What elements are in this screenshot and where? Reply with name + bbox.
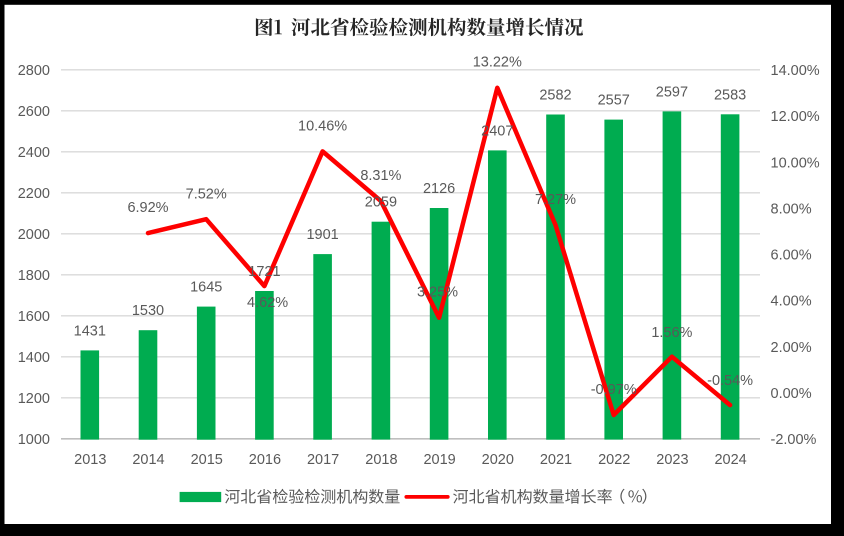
svg-text:2582: 2582 — [539, 88, 571, 104]
svg-text:1721: 1721 — [248, 264, 280, 280]
svg-text:4.62%: 4.62% — [247, 295, 288, 311]
svg-text:2022: 2022 — [598, 452, 630, 468]
svg-text:8.31%: 8.31% — [360, 168, 401, 184]
svg-text:2557: 2557 — [598, 93, 630, 109]
svg-text:1600: 1600 — [18, 309, 50, 325]
svg-text:1000: 1000 — [18, 432, 50, 448]
svg-text:2020: 2020 — [482, 452, 514, 468]
svg-text:4.00%: 4.00% — [771, 294, 812, 310]
svg-text:2021: 2021 — [540, 452, 572, 468]
svg-text:1901: 1901 — [306, 227, 338, 243]
svg-text:2023: 2023 — [656, 452, 688, 468]
svg-text:-0.97%: -0.97% — [591, 382, 637, 398]
svg-text:2059: 2059 — [365, 195, 397, 211]
svg-text:2583: 2583 — [714, 87, 746, 103]
svg-text:13.22%: 13.22% — [473, 55, 522, 71]
svg-text:7.27%: 7.27% — [535, 192, 576, 208]
svg-text:1645: 1645 — [190, 280, 222, 296]
svg-text:3.25%: 3.25% — [417, 284, 458, 300]
svg-text:2407: 2407 — [481, 123, 513, 139]
svg-text:1800: 1800 — [18, 268, 50, 284]
svg-text:2016: 2016 — [249, 452, 281, 468]
svg-text:1431: 1431 — [74, 323, 106, 339]
svg-text:2597: 2597 — [656, 84, 688, 100]
svg-text:1530: 1530 — [132, 303, 164, 319]
svg-text:2200: 2200 — [18, 186, 50, 202]
svg-text:2017: 2017 — [307, 452, 339, 468]
svg-text:1200: 1200 — [18, 391, 50, 407]
svg-text:8.00%: 8.00% — [771, 202, 812, 218]
svg-text:2400: 2400 — [18, 145, 50, 161]
svg-text:2600: 2600 — [18, 104, 50, 120]
svg-text:2.00%: 2.00% — [771, 340, 812, 356]
svg-text:2015: 2015 — [191, 452, 223, 468]
svg-text:-2.00%: -2.00% — [771, 432, 817, 448]
svg-text:14.00%: 14.00% — [771, 63, 820, 79]
svg-text:6.92%: 6.92% — [127, 200, 168, 216]
svg-text:12.00%: 12.00% — [771, 109, 820, 125]
svg-text:2018: 2018 — [365, 452, 397, 468]
svg-text:2024: 2024 — [714, 452, 746, 468]
svg-text:6.00%: 6.00% — [771, 248, 812, 264]
svg-text:2000: 2000 — [18, 227, 50, 243]
svg-text:0.00%: 0.00% — [771, 386, 812, 402]
svg-text:2014: 2014 — [132, 452, 164, 468]
svg-text:10.00%: 10.00% — [771, 155, 820, 171]
svg-text:2126: 2126 — [423, 181, 455, 197]
svg-text:-0.54%: -0.54% — [707, 373, 753, 389]
svg-text:1.56%: 1.56% — [651, 325, 692, 341]
svg-text:1400: 1400 — [18, 350, 50, 366]
svg-text:10.46%: 10.46% — [298, 118, 347, 134]
svg-text:2019: 2019 — [423, 452, 455, 468]
svg-text:2800: 2800 — [18, 63, 50, 79]
svg-text:7.52%: 7.52% — [186, 186, 227, 202]
svg-text:2013: 2013 — [74, 452, 106, 468]
